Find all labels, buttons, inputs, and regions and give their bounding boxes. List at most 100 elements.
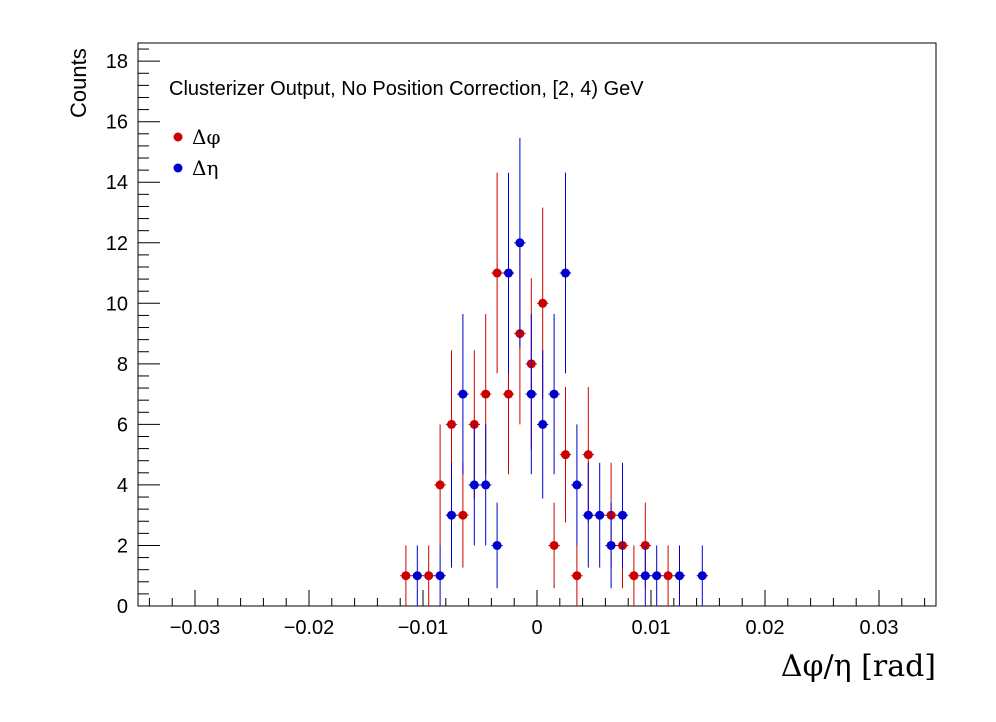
marker [606,540,616,550]
series-dphi [400,172,674,606]
marker [572,480,582,490]
marker [504,268,513,278]
marker [469,480,479,490]
marker [424,571,434,581]
marker [572,571,582,581]
marker [538,298,548,308]
data-point [696,545,708,606]
y-tick-label: 18 [106,51,128,73]
x-tick-label: −0.02 [284,617,335,639]
data-point [491,502,503,589]
chart-title: Clusterizer Output, No Position Correcti… [169,78,644,100]
marker [561,450,570,460]
marker [583,450,593,460]
series-deta [411,137,708,606]
data-point [605,502,617,589]
data-point [457,462,469,568]
data-point [594,462,606,568]
y-tick-label: 12 [106,233,128,255]
x-axis-title: Δφ/η [rad] [781,649,936,684]
marker [561,268,570,278]
legend-marker [173,163,183,173]
data-point [457,314,469,475]
axis-ticks: −0.03 −0.02 −0.01 0 0.01 0.02 0.03 0 2 4 6 8 10 12 14 1… [106,48,926,639]
data-point [582,462,594,568]
data-point [537,350,549,499]
x-tick-label: 0.01 [632,617,671,639]
data-point [423,545,435,606]
legend: Δφ Δη [173,125,220,180]
marker [458,510,468,520]
y-tick-label: 8 [117,354,128,376]
marker [618,510,627,520]
marker [435,480,445,490]
marker [675,571,684,581]
y-tick-label: 0 [117,596,128,618]
data-point [673,545,686,606]
data-point [525,314,537,475]
marker [629,571,639,581]
marker [549,540,559,550]
y-tick-label: 2 [117,535,128,557]
marker [526,389,536,399]
legend-marker [173,132,183,142]
y-tick-label: 10 [106,293,128,315]
data-point [628,545,640,606]
legend-label: Δη [192,156,218,180]
data-point [434,545,446,606]
data-point [616,462,629,568]
marker [481,389,491,399]
marker [435,571,445,581]
y-tick-label: 14 [106,172,128,194]
marker [401,571,411,581]
data-point [514,137,526,348]
marker [663,571,673,581]
data-point [434,424,446,546]
plot-border [137,42,937,607]
marker [504,389,513,399]
data-point [571,545,583,606]
marker [583,510,593,520]
marker [538,419,548,429]
data-point [502,172,515,374]
data-point [548,314,560,475]
x-tick-label: 0 [531,617,542,639]
data-point [400,545,412,606]
marker [458,389,468,399]
data-point [491,172,503,374]
data-point [445,462,458,568]
legend-label: Δφ [192,125,220,149]
data-points [400,137,708,606]
data-point [411,545,423,606]
data-point [468,424,480,546]
marker [640,571,650,581]
data-point [639,545,651,606]
marker [481,480,491,490]
marker [492,268,502,278]
marker [652,571,662,581]
x-tick-label: 0.03 [860,617,899,639]
data-point [571,424,583,546]
data-point [559,172,572,374]
marker [447,419,456,429]
marker [697,571,707,581]
marker [549,389,559,399]
marker [595,510,605,520]
data-point [662,545,674,606]
plot-frame [137,42,937,607]
y-tick-label: 16 [106,112,128,134]
y-tick-label: 6 [117,414,128,436]
data-point [480,424,492,546]
data-point [651,545,663,606]
marker [492,540,502,550]
marker [515,238,525,248]
x-tick-label: 0.02 [746,617,785,639]
y-axis-title: Counts [66,48,91,118]
data-point [559,386,572,523]
x-tick-label: −0.01 [398,617,449,639]
marker [412,571,422,581]
y-tick-label: 4 [117,475,128,497]
marker [447,510,456,520]
